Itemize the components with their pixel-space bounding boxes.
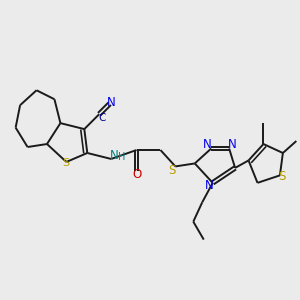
Text: H: H — [118, 152, 125, 163]
Text: S: S — [62, 158, 69, 168]
Text: O: O — [132, 168, 141, 181]
Text: S: S — [168, 164, 176, 176]
Text: N: N — [205, 179, 214, 192]
Text: S: S — [279, 170, 286, 183]
Text: N: N — [107, 96, 116, 109]
Text: N: N — [228, 138, 237, 152]
Text: N: N — [110, 149, 118, 162]
Text: C: C — [98, 113, 105, 123]
Text: N: N — [203, 138, 212, 152]
